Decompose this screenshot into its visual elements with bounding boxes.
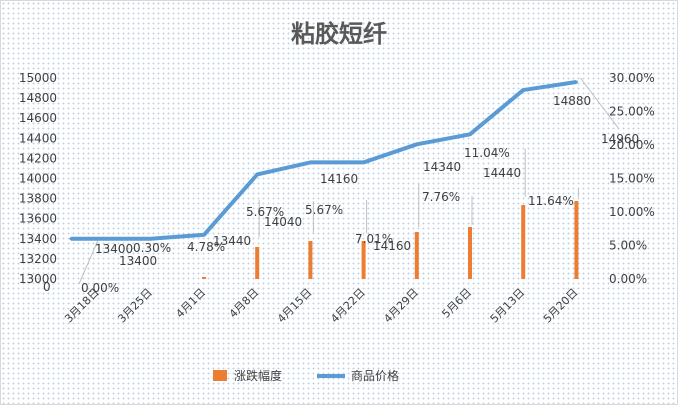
chart-title: 粘胶短纤 xyxy=(291,20,387,48)
bar-data-label: 5.67% xyxy=(246,205,284,219)
line-point xyxy=(255,172,259,176)
extra-data-label: 0 xyxy=(43,280,51,294)
y-right-tick-label: 10.00% xyxy=(609,205,655,219)
leader-line xyxy=(580,77,620,130)
line-point xyxy=(202,233,206,237)
y-left-tick-label: 14000 xyxy=(19,172,57,186)
x-tick-label: 5月13日 xyxy=(488,286,528,326)
y-left-tick-label: 13400 xyxy=(19,232,57,246)
y-left-tick-label: 13800 xyxy=(19,192,57,206)
bar-data-label: 7.76% xyxy=(422,190,460,204)
line-point xyxy=(69,237,73,241)
y-right-tick-label: 25.00% xyxy=(609,105,655,119)
x-tick-label: 4月22日 xyxy=(328,286,368,326)
bar-data-label: 7.01% xyxy=(355,232,393,246)
y-left-tick-label: 13000 xyxy=(19,272,57,286)
legend-swatch-bar xyxy=(213,370,227,381)
x-tick-label: 4月1日 xyxy=(173,286,208,321)
bar xyxy=(574,201,579,279)
bar xyxy=(521,205,526,279)
bar xyxy=(414,232,419,279)
line-data-label: 13400 xyxy=(119,254,157,268)
line-data-label: 13440 xyxy=(213,234,251,248)
bar xyxy=(202,276,206,279)
legend-label-line: 商品价格 xyxy=(351,368,399,383)
line-series xyxy=(69,80,578,241)
line-data-label: 14880 xyxy=(553,94,591,108)
bar-data-label: 11.64% xyxy=(528,194,574,208)
y-right-tick-label: 20.00% xyxy=(609,138,655,152)
x-tick-label: 4月8日 xyxy=(227,286,262,321)
line-data-label: 14160 xyxy=(373,239,411,253)
x-axis: 3月18日 3月25日 4月1日 4月8日 4月15日 4月22日 4月29日 5月6日 5月1… xyxy=(62,286,580,326)
line-data-label: 14160 xyxy=(320,172,358,186)
line-data-label: 14340 xyxy=(423,160,461,174)
y-left-tick-label: 14800 xyxy=(19,91,57,105)
bar-data-label: 5.67% xyxy=(305,203,343,217)
legend-label-bar: 涨跌幅度 xyxy=(234,368,282,383)
bar xyxy=(308,241,313,279)
line-path xyxy=(71,80,577,241)
bar-data-label: 0.00% xyxy=(81,281,119,295)
y-left-tick-label: 13200 xyxy=(19,252,57,266)
extra-data-label: 14960 xyxy=(601,132,639,146)
leader-line xyxy=(78,240,99,285)
line-point xyxy=(149,237,153,241)
line-data-label: 14440 xyxy=(483,166,521,180)
x-tick-label: 4月15日 xyxy=(275,286,315,326)
x-tick-label: 5月20日 xyxy=(541,286,581,326)
y-left-tick-label: 15000 xyxy=(19,71,57,85)
bar-series xyxy=(202,201,579,279)
x-tick-label: 5月6日 xyxy=(439,286,474,321)
line-point xyxy=(362,160,366,164)
y-axis-right: 0.00% 5.00% 10.00% 15.00% 20.00% 25.00% 30.00% xyxy=(609,71,655,286)
y-left-tick-label: 14600 xyxy=(19,111,57,125)
y-right-tick-label: 15.00% xyxy=(609,172,655,186)
line-point xyxy=(521,88,525,92)
bar xyxy=(361,241,366,279)
y-right-tick-label: 0.00% xyxy=(609,272,647,286)
leader-lines xyxy=(78,77,620,285)
line-point xyxy=(574,80,578,84)
bar-data-label: 11.04% xyxy=(464,146,510,160)
bar xyxy=(468,227,472,279)
y-left-tick-label: 14400 xyxy=(19,131,57,145)
line-point xyxy=(468,132,472,136)
data-labels: 0.00% 0.30% 4.78% 5.67% 5.67% 7.01% 7.76% 11.04… xyxy=(43,94,639,295)
line-data-label: 14040 xyxy=(264,215,302,229)
y-axis-left: 13000 13200 13400 13600 13800 14000 14200 14400… xyxy=(19,71,57,286)
y-left-tick-label: 13600 xyxy=(19,212,57,226)
legend: 涨跌幅度 商品价格 xyxy=(213,368,399,383)
bar-data-label: 0.30% xyxy=(133,241,171,255)
line-point xyxy=(308,160,312,164)
y-right-tick-label: 30.00% xyxy=(609,71,655,85)
bar xyxy=(255,246,260,279)
bar-data-label: 4.78% xyxy=(187,240,225,254)
y-right-tick-label: 5.00% xyxy=(609,239,647,253)
x-tick-label: 3月25日 xyxy=(115,286,155,326)
line-data-label: 13400 xyxy=(95,242,133,256)
x-tick-label: 4月29日 xyxy=(381,286,421,326)
line-point xyxy=(415,142,419,146)
y-left-tick-label: 14200 xyxy=(19,151,57,165)
